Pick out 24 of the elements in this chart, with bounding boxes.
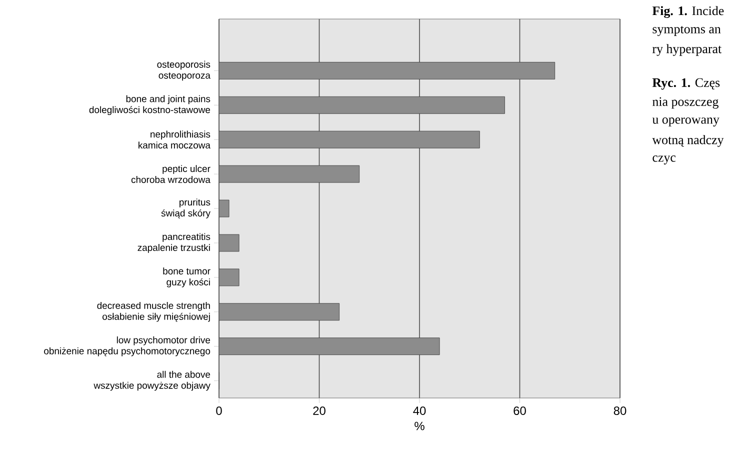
y-tick-label: nephrolithiasis kamica moczowa xyxy=(138,130,210,149)
y-tick-label: pruritus świąd skóry xyxy=(161,198,210,218)
text: nia poszczeg xyxy=(652,97,718,109)
y-tick-label: bone tumor guzy kości xyxy=(163,268,210,288)
x-tick-label: 80 xyxy=(614,406,626,415)
text: Ryc. 1. Częs xyxy=(652,78,720,90)
x-tick-label: 40 xyxy=(413,406,426,415)
text: czyc xyxy=(652,156,676,164)
x-axis-title: % xyxy=(414,422,424,430)
text: wotną nadczy xyxy=(652,135,724,147)
text: Fig. 1. Incide xyxy=(652,6,724,18)
y-tick-label: decreased muscle strength osłabienie siły mięśniowej xyxy=(97,302,210,322)
y-tick-label: bone and joint pains dolegliwości kostno-stawowe xyxy=(89,95,210,116)
x-tick-label: 20 xyxy=(313,406,326,415)
text: u operowany xyxy=(652,118,720,126)
x-tick-label: 60 xyxy=(514,406,526,415)
y-tick-label: peptic ulcer choroba wrzodowa xyxy=(131,165,210,183)
y-tick-label: pancreatitis zapalenie trzustki xyxy=(138,233,210,253)
y-tick-label: low psychomotor drive obniżenie napędu psychomotorycznego xyxy=(44,336,210,356)
y-tick-label: osteoporosis osteoporoza xyxy=(157,60,210,81)
y-tick-label: all the above wszystkie powyższe objawy xyxy=(94,370,210,391)
text: ry hyperparat xyxy=(652,44,722,56)
x-tick-label: 0 xyxy=(216,406,222,415)
text: symptoms an xyxy=(652,26,721,36)
